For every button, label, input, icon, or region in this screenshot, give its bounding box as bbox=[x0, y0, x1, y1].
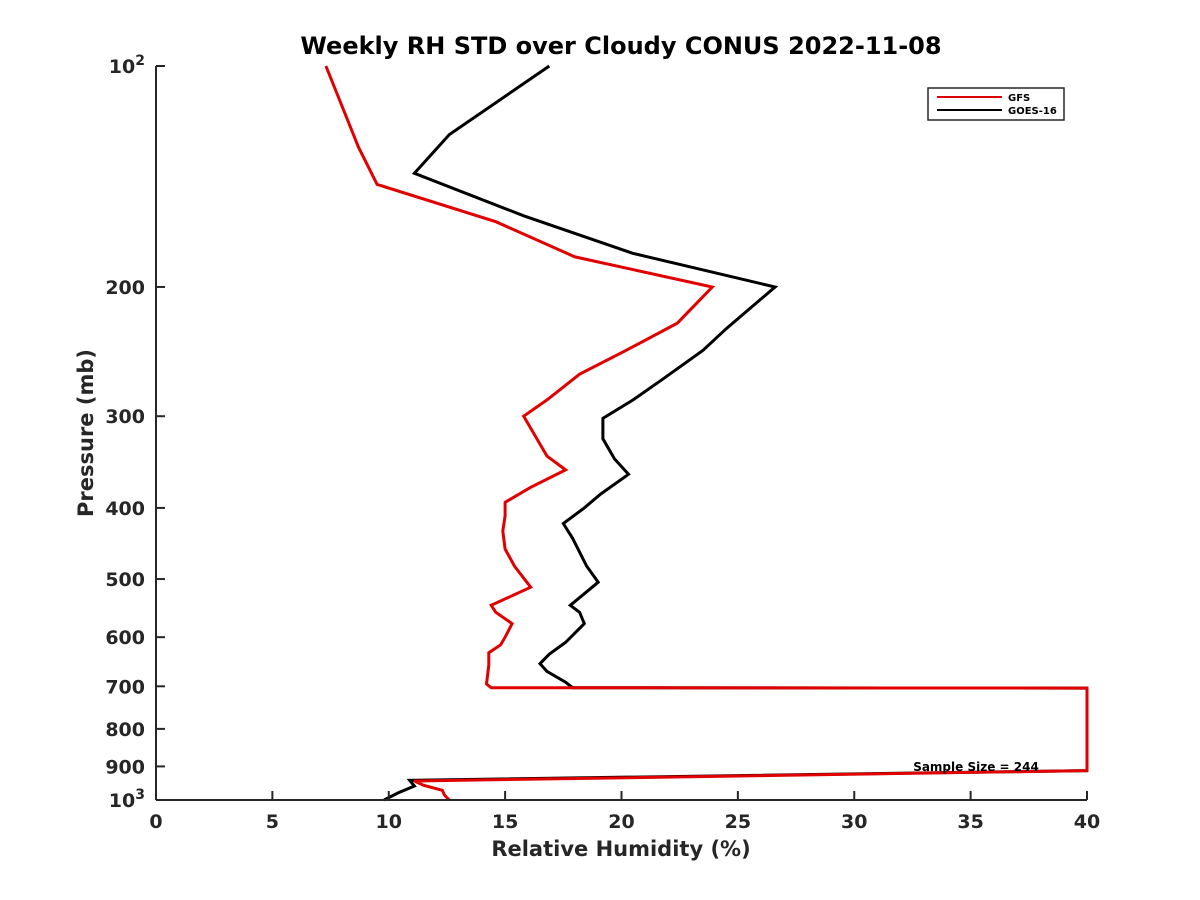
y-ticks: 102 200 300 400 500 600 700 800 900 103 bbox=[105, 53, 165, 812]
y-tick-label: 400 bbox=[105, 498, 145, 520]
series-layer bbox=[324, 64, 1089, 802]
y-tick-label: 700 bbox=[105, 676, 145, 698]
y-tick-label: 102 bbox=[109, 53, 145, 78]
y-axis-label: Pressure (mb) bbox=[74, 349, 98, 517]
y-tick-label: 300 bbox=[105, 406, 145, 428]
x-tick-label: 20 bbox=[608, 811, 634, 833]
y-tick-label: 600 bbox=[105, 627, 145, 649]
x-tick-label: 25 bbox=[725, 811, 751, 833]
x-tick-label: 15 bbox=[492, 811, 518, 833]
series-line-goes16 bbox=[383, 64, 1089, 802]
x-tick-label: 35 bbox=[957, 811, 983, 833]
y-tick-label: 103 bbox=[109, 787, 145, 812]
y-tick-label: 500 bbox=[105, 569, 145, 591]
x-tick-label: 40 bbox=[1074, 811, 1100, 833]
legend: GFS GOES-16 bbox=[927, 87, 1065, 121]
x-ticks: 0 5 10 15 20 25 30 35 40 bbox=[149, 791, 1100, 833]
y-tick-label: 200 bbox=[105, 277, 145, 299]
legend-label-goes16: GOES-16 bbox=[1008, 106, 1057, 117]
legend-label-gfs: GFS bbox=[1008, 93, 1030, 104]
x-tick-label: 10 bbox=[376, 811, 402, 833]
x-tick-label: 5 bbox=[266, 811, 279, 833]
legend-box bbox=[927, 87, 1065, 121]
x-tick-label: 0 bbox=[149, 811, 162, 833]
series-line-gfs bbox=[324, 65, 1089, 802]
y-tick-label: 800 bbox=[105, 719, 145, 741]
x-axis-label: Relative Humidity (%) bbox=[491, 837, 750, 861]
sample-size-annotation: Sample Size = 244 bbox=[913, 760, 1039, 774]
y-tick-label: 900 bbox=[105, 756, 145, 778]
chart-title: Weekly RH STD over Cloudy CONUS 2022-11-… bbox=[300, 32, 941, 60]
x-tick-label: 30 bbox=[841, 811, 867, 833]
